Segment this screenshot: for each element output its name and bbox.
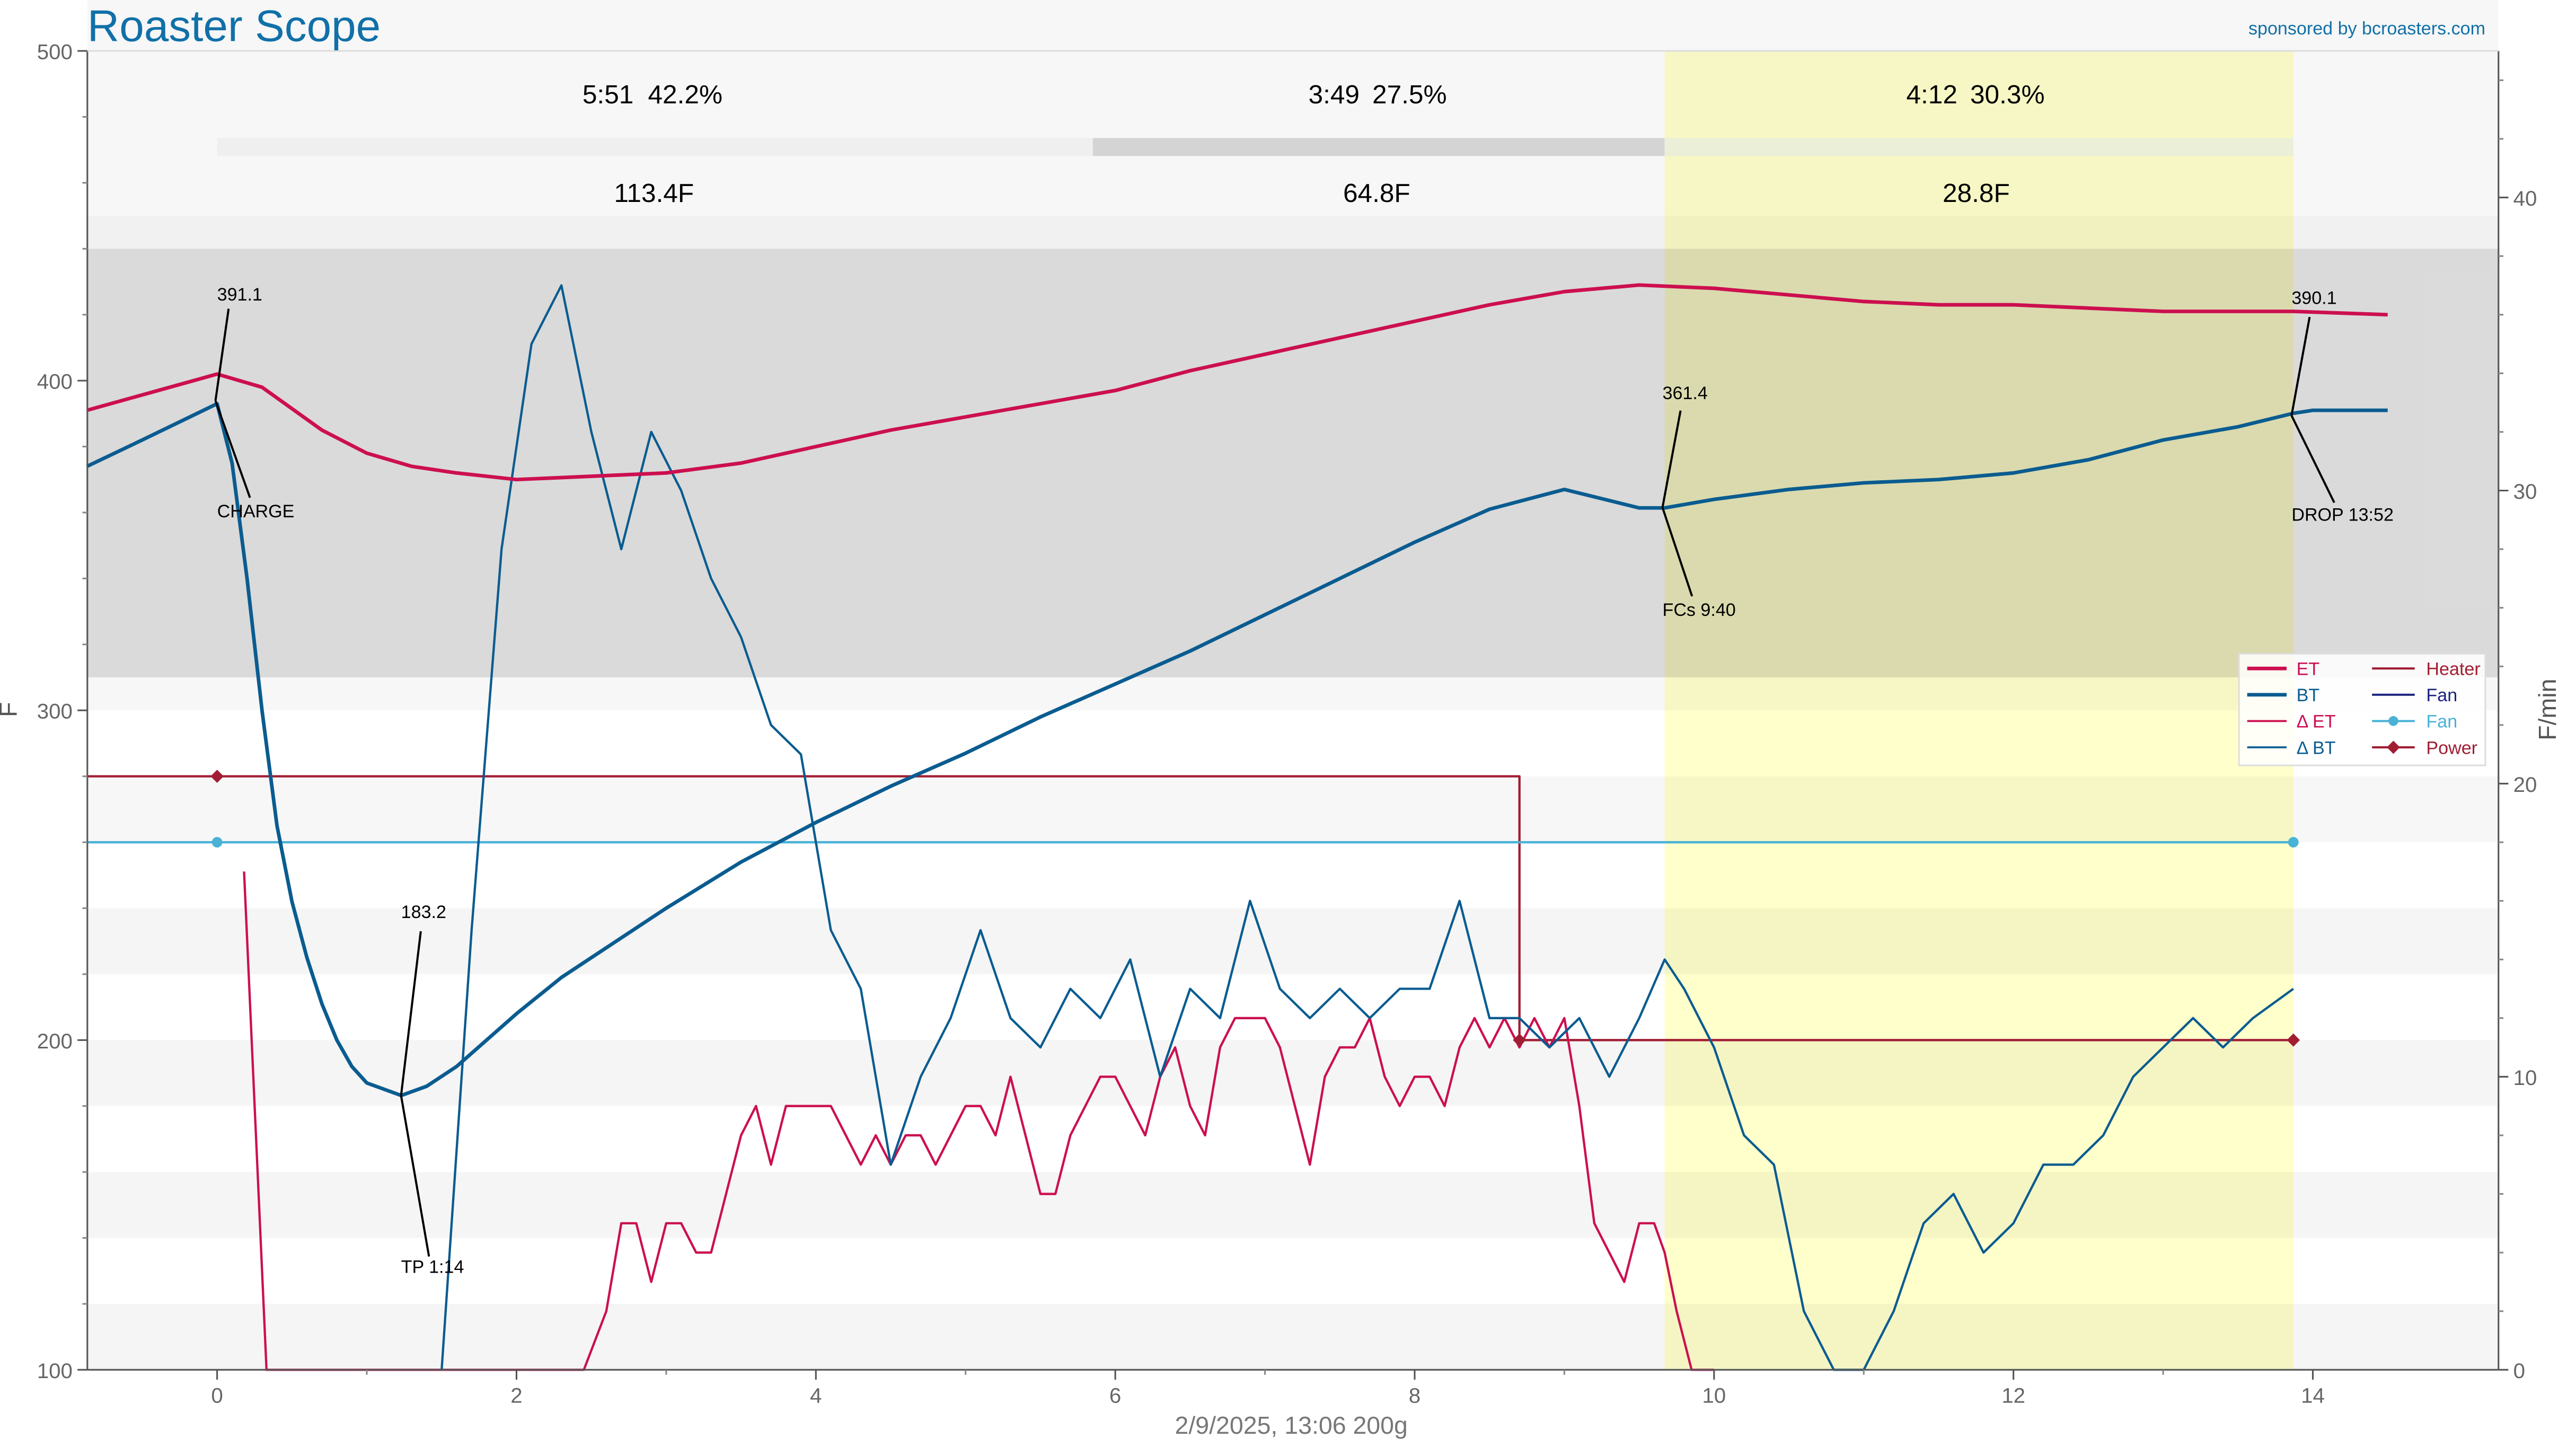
y-tick-label-2: 300: [37, 700, 73, 724]
event-annotations: 391.1 CHARGE 183.2 TP 1:14 361.4 FCs 9:4…: [214, 285, 2394, 1277]
legend-item-heater: Heater: [2372, 659, 2481, 680]
charge-value: 391.1: [217, 285, 262, 305]
power-marker-0: [210, 770, 224, 783]
legend-item-et: ET: [2247, 659, 2320, 680]
y2-tick-label-0: 0: [2513, 1359, 2525, 1383]
power-marker-1: [1513, 1033, 1527, 1047]
legend-item-fan-cyan: Fan: [2372, 712, 2457, 732]
fan-marker-0: [211, 837, 223, 848]
band-3: [87, 1172, 2499, 1238]
phase-3-delta: 28.8F: [1943, 178, 2010, 208]
tp-label: TP 1:14: [401, 1257, 464, 1277]
y-tick-label-1: 200: [37, 1029, 73, 1053]
y-tick-label-0: 100: [37, 1359, 73, 1383]
power-marker-2: [2287, 1033, 2300, 1047]
fcs-value: 361.4: [1663, 383, 1708, 403]
phase-2-pct: 27.5%: [1372, 80, 1447, 109]
et-line: [86, 283, 2388, 482]
fan-marker-1: [2288, 837, 2299, 848]
phase-bar-maillard: [1092, 138, 1665, 156]
charge-label: CHARGE: [217, 501, 295, 522]
band-0: [87, 249, 2499, 678]
x-tick-label-0: 0: [211, 1383, 223, 1407]
drop-value: 390.1: [2291, 288, 2336, 308]
delta-et-line: [243, 871, 1714, 1371]
y2-tick-label-3: 30: [2513, 480, 2537, 504]
legend-item-fan-navy: Fan: [2372, 685, 2457, 705]
y2-tick-label-2: 20: [2513, 773, 2537, 797]
legend-delta-bt-label: Δ BT: [2297, 738, 2336, 758]
legend-fan2-label: Fan: [2426, 712, 2457, 732]
fcs-label: FCs 9:40: [1663, 600, 1736, 620]
legend-item-delta-bt: Δ BT: [2247, 738, 2336, 758]
roast-footer: 2/9/2025, 13:06 200g: [1175, 1411, 1408, 1439]
legend-item-bt: BT: [2247, 685, 2320, 705]
y-tick-label-4: 500: [37, 40, 73, 64]
legend-heater-label: Heater: [2426, 659, 2480, 680]
x-tick-label-4: 8: [1409, 1383, 1421, 1407]
phase-bar-drying: [217, 138, 1093, 156]
x-tick-label-3: 6: [1109, 1383, 1121, 1407]
band-1: [87, 0, 2499, 249]
y2-axis-label: F/min: [2534, 679, 2561, 740]
markers-layer: [210, 770, 2300, 1047]
heater-line: [86, 775, 2293, 1042]
y-axis-label: F: [0, 702, 22, 717]
band-5: [87, 908, 2499, 974]
legend-item-delta-et: Δ ET: [2247, 712, 2336, 732]
legend-fan-label: Fan: [2426, 685, 2457, 705]
phase-1-time: 5:51: [583, 80, 634, 109]
phase-2-delta: 64.8F: [1343, 178, 1410, 208]
legend-bt-label: BT: [2297, 685, 2320, 705]
sponsor-link[interactable]: sponsored by bcroasters.com: [2248, 19, 2485, 39]
phase-3-time: 4:12: [1906, 80, 1957, 109]
x-tick-label-1: 2: [510, 1383, 522, 1407]
legend-et-label: ET: [2297, 659, 2320, 680]
phase-bar-development: [1664, 138, 2293, 156]
drop-label: DROP 13:52: [2291, 505, 2394, 525]
band-6: [87, 777, 2499, 842]
x-tick-label-2: 4: [810, 1383, 822, 1407]
delta-bt-line: [440, 284, 2295, 1371]
band-2: [87, 1303, 2499, 1370]
phase-3-pct: 30.3%: [1970, 80, 2045, 109]
x-tick-label-7: 14: [2301, 1383, 2325, 1407]
phase-2-time: 3:49: [1309, 80, 1360, 109]
legend: ET BT Δ ET Δ BT Heater Fan Fan: [2238, 652, 2486, 766]
legend-item-power: Power: [2372, 738, 2477, 758]
phase-1-pct: 42.2%: [648, 80, 722, 109]
phase-1-delta: 113.4F: [614, 178, 694, 208]
x-tick-label-5: 10: [1702, 1383, 1726, 1407]
legend-power-label: Power: [2426, 738, 2477, 758]
y-tick-label-3: 400: [37, 370, 73, 394]
x-tick-label-6: 12: [2001, 1383, 2025, 1407]
legend-delta-et-label: Δ ET: [2297, 712, 2336, 732]
first-crack-region: [1664, 51, 2293, 1370]
series-layer: [86, 283, 2388, 1371]
bt-line: [86, 402, 2388, 1098]
phase-bar: [217, 138, 2293, 156]
y2-tick-label-1: 10: [2513, 1066, 2537, 1090]
y2-tick-label-4: 40: [2513, 187, 2537, 210]
band-7: [87, 677, 2499, 710]
app-title: Roaster Scope: [87, 1, 381, 50]
tp-value: 183.2: [401, 902, 446, 922]
phase-summary: 5:51 42.2% 3:49 27.5% 4:12 30.3% 113.4F …: [583, 80, 2045, 208]
